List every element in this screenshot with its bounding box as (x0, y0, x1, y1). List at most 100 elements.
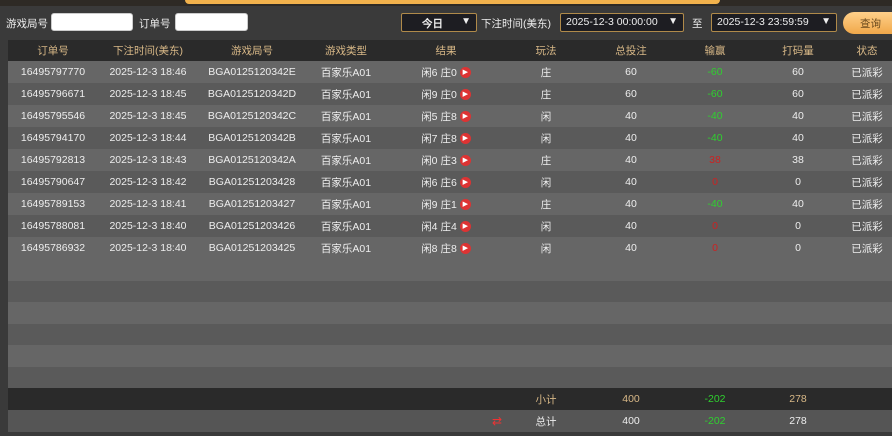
column-header-bet-type: 玩法 (535, 45, 557, 57)
top-tab-bar (0, 0, 892, 6)
turnover-value: 0 (795, 242, 801, 254)
order-no-value: 16495789153 (20, 198, 86, 210)
table-row[interactable]: 16495797770 2025-12-3 18:46 BGA0125120342E… (8, 61, 892, 83)
play-replay-icon[interactable]: ▶ (459, 67, 471, 79)
cell-round-no: BGA0125120342A (198, 154, 306, 166)
bet-type-value: 庄 (540, 198, 552, 211)
subtotal-label: 小计 (535, 393, 557, 406)
order-no-value: 16495788081 (20, 220, 86, 232)
play-replay-icon[interactable]: ▶ (459, 221, 471, 233)
play-replay-icon[interactable]: ▶ (459, 133, 471, 145)
round-no-value: BGA0125120342E (208, 66, 296, 78)
table-row[interactable]: 16495786932 2025-12-3 18:40 BGA01251203425… (8, 237, 892, 259)
refresh-swap-icon[interactable]: ⇄ (491, 414, 502, 428)
cell-win-loss: 0 (676, 220, 754, 232)
cell-order-no: 16495795546 (8, 110, 98, 122)
bet-type-value: 闲 (540, 110, 552, 123)
total-bet: 400 (622, 415, 640, 427)
query-button[interactable]: 查询 (843, 12, 892, 34)
turnover-value: 40 (792, 132, 804, 144)
cell-result: 闲6 庄0 ▶ (386, 65, 506, 80)
round-no-value: BGA01251203426 (208, 220, 296, 232)
turnover-value: 0 (795, 220, 801, 232)
cell-bet-time: 2025-12-3 18:44 (98, 132, 198, 144)
column-header-result: 结果 (435, 45, 457, 57)
cell-result: 闲5 庄8 ▶ (386, 109, 506, 124)
bet-time-value: 2025-12-3 18:45 (109, 110, 187, 122)
cell-result: 闲4 庄4 ▶ (386, 219, 506, 234)
cell-bet-time: 2025-12-3 18:43 (98, 154, 198, 166)
table-row[interactable]: 16495794170 2025-12-3 18:44 BGA0125120342B… (8, 127, 892, 149)
order-input[interactable] (175, 13, 248, 31)
round-input[interactable] (51, 13, 133, 31)
play-replay-icon[interactable]: ▶ (459, 155, 471, 167)
column-header-win-loss: 输赢 (704, 45, 726, 57)
cell-bet-time: 2025-12-3 18:41 (98, 198, 198, 210)
table-row[interactable]: 16495792813 2025-12-3 18:43 BGA0125120342A… (8, 149, 892, 171)
bet-time-value: 2025-12-3 18:43 (109, 154, 187, 166)
game-type-value: 百家乐A01 (320, 220, 372, 233)
play-replay-icon[interactable]: ▶ (459, 199, 471, 211)
column-header-status: 状态 (856, 45, 878, 57)
cell-bet-type: 闲 (506, 219, 586, 234)
turnover-value: 38 (792, 154, 804, 166)
bet-type-value: 闲 (540, 220, 552, 233)
cell-bet-type: 闲 (506, 109, 586, 124)
bet-time-value: 2025-12-3 18:40 (109, 220, 187, 232)
status-value: 已派彩 (851, 132, 883, 145)
win-loss-value: -40 (707, 132, 723, 144)
play-replay-icon[interactable]: ▶ (459, 89, 471, 101)
bet-time-value: 2025-12-3 18:40 (109, 242, 187, 254)
active-tab-indicator[interactable] (185, 0, 720, 4)
game-type-value: 百家乐A01 (320, 132, 372, 145)
to-label: 至 (692, 18, 703, 30)
cell-win-loss: 0 (676, 242, 754, 254)
cell-turnover: 0 (754, 242, 842, 254)
order-no-value: 16495790647 (20, 176, 86, 188)
result-value: 闲6 庄0 (421, 66, 457, 79)
cell-turnover: 40 (754, 198, 842, 210)
table-footer: 小计 400 -202 278 ⇄ 总计 400 -202 278 (8, 388, 892, 432)
cell-total-bet: 40 (586, 220, 676, 232)
bet-time-value: 2025-12-3 18:44 (109, 132, 187, 144)
game-type-value: 百家乐A01 (320, 198, 372, 211)
order-no-value: 16495795546 (20, 110, 86, 122)
start-time-select[interactable]: 2025-12-3 00:00:00 ▼ (560, 13, 684, 32)
cell-bet-type: 庄 (506, 153, 586, 168)
total-bet-value: 40 (625, 198, 637, 210)
end-time-select[interactable]: 2025-12-3 23:59:59 ▼ (711, 13, 837, 32)
order-no-value: 16495786932 (20, 242, 86, 254)
bet-type-value: 闲 (540, 132, 552, 145)
dropdown-arrow-icon: ▼ (668, 16, 678, 27)
start-time-value: 2025-12-3 00:00:00 (566, 16, 658, 28)
cell-total-bet: 60 (586, 88, 676, 100)
win-loss-value: 0 (712, 220, 718, 232)
cell-bet-time: 2025-12-3 18:40 (98, 220, 198, 232)
status-value: 已派彩 (851, 110, 883, 123)
cell-order-no: 16495794170 (8, 132, 98, 144)
cell-round-no: BGA0125120342E (198, 66, 306, 78)
cell-win-loss: 0 (676, 176, 754, 188)
subtotal-turnover: 278 (789, 393, 807, 405)
cell-order-no: 16495786932 (8, 242, 98, 254)
cell-round-no: BGA01251203425 (198, 242, 306, 254)
play-replay-icon[interactable]: ▶ (459, 177, 471, 189)
dropdown-arrow-icon: ▼ (821, 16, 831, 27)
cell-total-bet: 40 (586, 110, 676, 122)
table-row[interactable]: 16495796671 2025-12-3 18:45 BGA0125120342D… (8, 83, 892, 105)
win-loss-value: 0 (712, 242, 718, 254)
cell-order-no: 16495789153 (8, 198, 98, 210)
table-row[interactable]: 16495788081 2025-12-3 18:40 BGA01251203426… (8, 215, 892, 237)
cell-bet-type: 庄 (506, 65, 586, 80)
result-value: 闲9 庄1 (421, 198, 457, 211)
table-row[interactable]: 16495790647 2025-12-3 18:42 BGA01251203428… (8, 171, 892, 193)
cell-game-type: 百家乐A01 (306, 109, 386, 124)
bet-type-value: 庄 (540, 66, 552, 79)
play-replay-icon[interactable]: ▶ (459, 243, 471, 255)
cell-bet-type: 庄 (506, 197, 586, 212)
play-replay-icon[interactable]: ▶ (459, 111, 471, 123)
table-row[interactable]: 16495789153 2025-12-3 18:41 BGA01251203427… (8, 193, 892, 215)
bet-time-value: 2025-12-3 18:45 (109, 88, 187, 100)
table-row[interactable]: 16495795546 2025-12-3 18:45 BGA0125120342C… (8, 105, 892, 127)
period-select[interactable]: 今日 ▼ (401, 13, 477, 32)
